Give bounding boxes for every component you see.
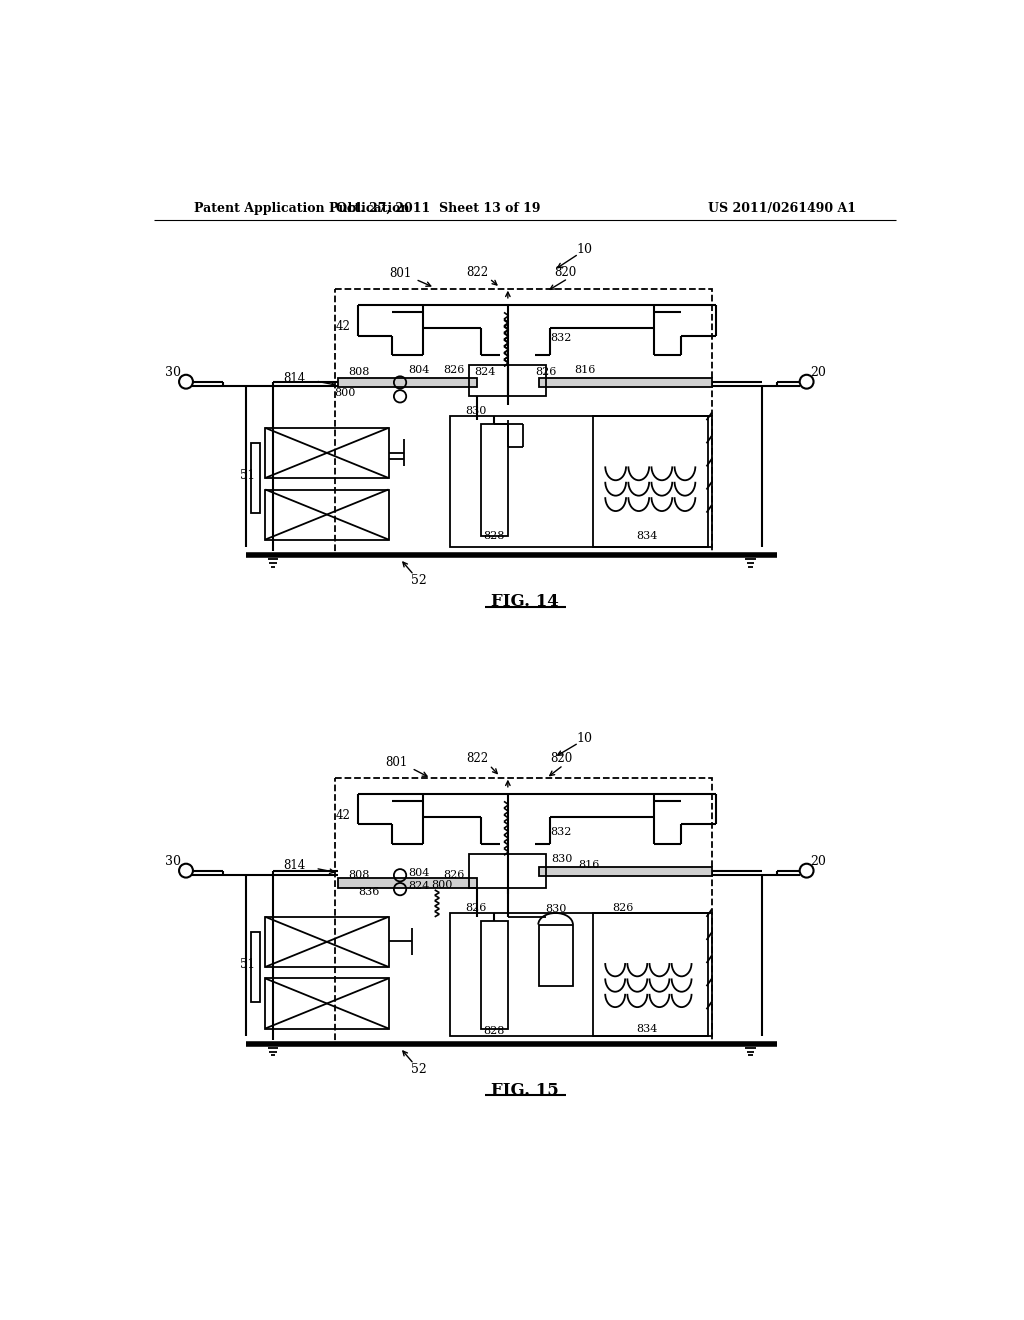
- Bar: [469, 854, 547, 888]
- Text: 834: 834: [636, 531, 657, 541]
- Text: 51: 51: [241, 958, 255, 972]
- Bar: [335, 289, 712, 554]
- Text: 832: 832: [550, 828, 571, 837]
- Bar: [265, 978, 388, 1028]
- Text: 42: 42: [335, 809, 350, 822]
- Text: FIG. 14: FIG. 14: [490, 593, 559, 610]
- Text: 822: 822: [466, 752, 488, 766]
- Text: 804: 804: [408, 366, 429, 375]
- Bar: [339, 878, 477, 887]
- Text: 801: 801: [389, 268, 412, 280]
- Bar: [539, 867, 712, 876]
- Text: 52: 52: [412, 1063, 427, 1076]
- Bar: [339, 378, 477, 387]
- Text: 801: 801: [385, 756, 408, 770]
- Text: 824: 824: [474, 367, 496, 378]
- Text: 814: 814: [283, 859, 305, 871]
- Text: 830: 830: [545, 904, 566, 915]
- Text: US 2011/0261490 A1: US 2011/0261490 A1: [708, 202, 856, 215]
- Text: 808: 808: [348, 870, 370, 879]
- Text: 816: 816: [578, 861, 599, 870]
- Text: 826: 826: [443, 870, 465, 879]
- Text: Oct. 27, 2011  Sheet 13 of 19: Oct. 27, 2011 Sheet 13 of 19: [336, 202, 541, 215]
- Text: 820: 820: [551, 752, 572, 766]
- Text: 832: 832: [550, 333, 571, 343]
- Text: 20: 20: [810, 855, 826, 869]
- Bar: [539, 378, 712, 387]
- Text: 800: 800: [335, 388, 356, 399]
- Text: 820: 820: [554, 265, 577, 279]
- Text: 816: 816: [574, 366, 596, 375]
- Bar: [265, 917, 388, 966]
- Bar: [469, 364, 547, 396]
- Text: 826: 826: [466, 903, 486, 912]
- Text: 828: 828: [483, 1026, 505, 1036]
- Bar: [481, 424, 508, 536]
- Text: 826: 826: [536, 367, 557, 378]
- Bar: [265, 490, 388, 540]
- Text: 52: 52: [412, 574, 427, 587]
- Text: 824: 824: [408, 880, 429, 891]
- Text: 808: 808: [348, 367, 370, 378]
- Text: 10: 10: [577, 731, 593, 744]
- Bar: [481, 921, 508, 1028]
- Text: Patent Application Publication: Patent Application Publication: [194, 202, 410, 215]
- Text: 830: 830: [551, 854, 572, 865]
- Bar: [251, 932, 260, 1002]
- Text: 814: 814: [283, 372, 305, 385]
- Text: 804: 804: [408, 869, 429, 878]
- Text: 826: 826: [611, 903, 633, 912]
- Text: FIG. 15: FIG. 15: [490, 1081, 559, 1098]
- Text: 830: 830: [466, 407, 486, 416]
- Bar: [251, 444, 260, 512]
- Bar: [593, 913, 708, 1036]
- Text: 30: 30: [165, 855, 181, 869]
- Text: 834: 834: [636, 1023, 657, 1034]
- Text: 30: 30: [165, 366, 181, 379]
- Bar: [539, 924, 573, 986]
- Text: 51: 51: [241, 469, 255, 482]
- Text: 10: 10: [577, 243, 593, 256]
- Text: 822: 822: [466, 265, 488, 279]
- Text: 42: 42: [335, 319, 350, 333]
- Bar: [593, 416, 708, 548]
- Bar: [335, 779, 712, 1044]
- Bar: [265, 428, 388, 478]
- Bar: [451, 416, 712, 548]
- Text: 20: 20: [810, 366, 826, 379]
- Text: 826: 826: [443, 366, 465, 375]
- Text: 836: 836: [358, 887, 380, 898]
- Text: 828: 828: [483, 531, 505, 541]
- Bar: [451, 913, 712, 1036]
- Text: 800: 800: [431, 879, 453, 890]
